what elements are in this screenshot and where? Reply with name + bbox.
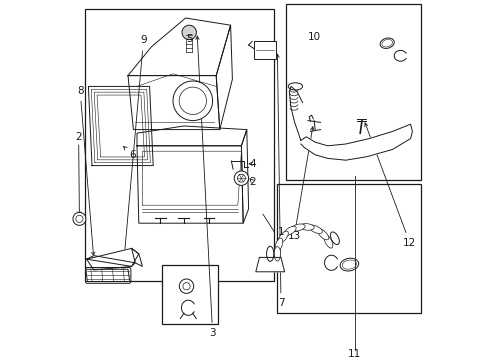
Text: 5: 5 xyxy=(187,33,193,44)
Circle shape xyxy=(73,212,86,225)
Ellipse shape xyxy=(300,224,314,230)
Ellipse shape xyxy=(274,247,281,261)
Text: 4: 4 xyxy=(249,159,256,169)
Ellipse shape xyxy=(318,229,329,240)
Text: 12: 12 xyxy=(365,123,416,248)
Polygon shape xyxy=(289,86,303,140)
Ellipse shape xyxy=(275,238,283,252)
Circle shape xyxy=(182,25,196,40)
Text: 2: 2 xyxy=(249,177,256,187)
Polygon shape xyxy=(87,256,135,266)
Text: 13: 13 xyxy=(288,127,314,241)
Polygon shape xyxy=(216,25,232,130)
Text: 3: 3 xyxy=(196,36,216,338)
Text: 11: 11 xyxy=(348,348,362,359)
Circle shape xyxy=(179,279,194,293)
Polygon shape xyxy=(88,86,153,166)
Polygon shape xyxy=(256,257,285,272)
Ellipse shape xyxy=(278,231,288,243)
Ellipse shape xyxy=(309,225,322,234)
Bar xyxy=(286,4,421,180)
Polygon shape xyxy=(87,248,139,270)
Polygon shape xyxy=(242,130,248,223)
Bar xyxy=(85,9,274,281)
Ellipse shape xyxy=(284,226,296,236)
Text: 9: 9 xyxy=(122,35,147,272)
Polygon shape xyxy=(86,269,130,282)
Polygon shape xyxy=(301,124,413,160)
Polygon shape xyxy=(137,146,243,223)
Ellipse shape xyxy=(324,235,333,248)
Polygon shape xyxy=(137,126,247,146)
Bar xyxy=(254,41,276,59)
Text: 1: 1 xyxy=(277,227,284,237)
Bar xyxy=(277,184,421,313)
Polygon shape xyxy=(128,76,220,130)
Bar xyxy=(162,265,218,324)
Text: 10: 10 xyxy=(308,32,321,42)
Circle shape xyxy=(234,171,248,185)
Circle shape xyxy=(173,81,213,121)
Polygon shape xyxy=(128,18,231,76)
Text: 7: 7 xyxy=(276,54,284,309)
Ellipse shape xyxy=(291,224,305,231)
Text: 8: 8 xyxy=(77,86,95,256)
Polygon shape xyxy=(132,248,143,266)
Text: 2: 2 xyxy=(75,132,82,142)
Text: 6: 6 xyxy=(123,147,136,160)
